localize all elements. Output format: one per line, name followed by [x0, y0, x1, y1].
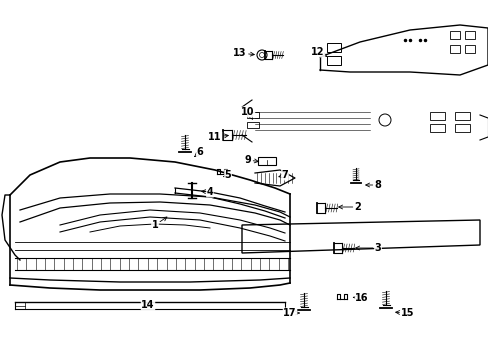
- Text: 9: 9: [244, 155, 258, 165]
- Bar: [246, 112, 259, 118]
- Bar: [454, 112, 469, 120]
- Text: 10: 10: [241, 107, 254, 119]
- Text: 16: 16: [352, 293, 368, 303]
- Bar: [464, 45, 474, 53]
- Text: 4: 4: [201, 187, 213, 197]
- Text: 3: 3: [355, 243, 381, 253]
- Bar: [326, 56, 340, 65]
- Text: 2: 2: [338, 202, 361, 212]
- Bar: [454, 124, 469, 132]
- Bar: [429, 124, 444, 132]
- Bar: [449, 45, 459, 53]
- Text: 8: 8: [365, 180, 381, 190]
- Text: 14: 14: [141, 300, 154, 310]
- Text: 7: 7: [278, 170, 288, 180]
- Text: 12: 12: [311, 47, 326, 57]
- Text: 11: 11: [208, 132, 228, 142]
- Bar: [258, 157, 275, 165]
- Text: 1: 1: [151, 217, 166, 230]
- Text: 13: 13: [233, 48, 254, 58]
- Bar: [464, 31, 474, 39]
- Text: 15: 15: [395, 308, 414, 318]
- Text: 17: 17: [283, 308, 299, 318]
- Bar: [326, 43, 340, 52]
- Bar: [429, 112, 444, 120]
- Text: 6: 6: [194, 147, 203, 157]
- Bar: [449, 31, 459, 39]
- Text: 5: 5: [224, 170, 231, 180]
- Bar: [246, 122, 259, 128]
